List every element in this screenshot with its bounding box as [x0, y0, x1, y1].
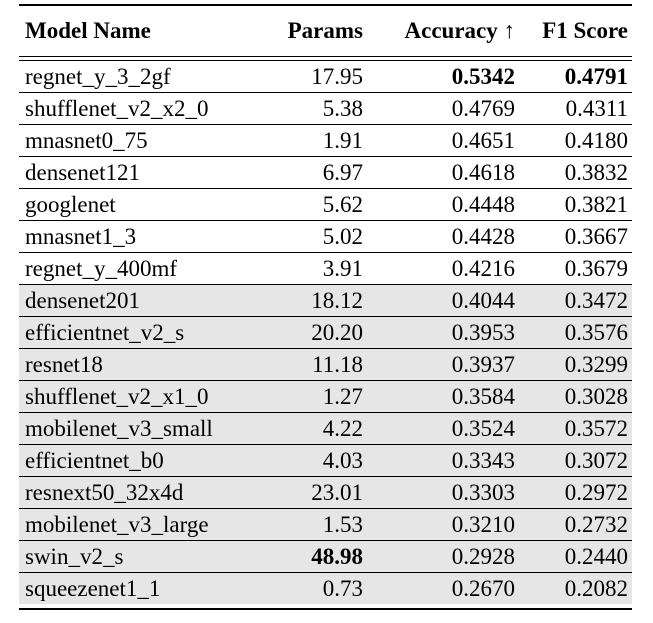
- header-rule: [19, 56, 632, 57]
- table-row: resnext50_32x4d 23.01 0.3303 0.2972: [19, 476, 632, 509]
- header-accuracy: Accuracy ↑: [404, 18, 516, 43]
- header-model-name: Model Name: [25, 18, 151, 43]
- cell-accuracy: 0.4618: [367, 156, 519, 189]
- cell-f1-score: 0.4311: [519, 92, 632, 125]
- table-row: shufflenet_v2_x1_0 1.27 0.3584 0.3028: [19, 380, 632, 413]
- cell-accuracy: 0.4044: [367, 284, 519, 317]
- table-row: densenet121 6.97 0.4618 0.3832: [19, 156, 632, 189]
- cell-f1-score: 0.2732: [519, 508, 632, 541]
- cell-accuracy: 0.2670: [367, 572, 519, 604]
- cell-f1-score: 0.3572: [519, 412, 632, 445]
- cell-f1-score: 0.3576: [519, 316, 632, 349]
- header-row: Model Name Params Accuracy ↑ F1 Score: [19, 6, 632, 56]
- cell-params: 6.97: [249, 156, 367, 189]
- cell-params: 0.73: [249, 572, 367, 604]
- table-row: efficientnet_v2_s 20.20 0.3953 0.3576: [19, 316, 632, 349]
- cell-params: 3.91: [249, 252, 367, 285]
- cell-accuracy: 0.3524: [367, 412, 519, 445]
- cell-accuracy: 0.4216: [367, 252, 519, 285]
- cell-params: 11.18: [249, 348, 367, 381]
- table-row: regnet_y_3_2gf 17.95 0.5342 0.4791: [19, 61, 632, 93]
- cell-model-name: resnet18: [19, 348, 249, 381]
- cell-f1-score: 0.3667: [519, 220, 632, 253]
- cell-accuracy: 0.2928: [367, 540, 519, 573]
- cell-model-name: efficientnet_v2_s: [19, 316, 249, 349]
- cell-model-name: mnasnet1_3: [19, 220, 249, 253]
- cell-f1-score: 0.3299: [519, 348, 632, 381]
- cell-accuracy: 0.3937: [367, 348, 519, 381]
- cell-params: 1.27: [249, 380, 367, 413]
- cell-model-name: resnext50_32x4d: [19, 476, 249, 509]
- table-header-wrap: Model Name Params Accuracy ↑ F1 Score: [19, 6, 632, 56]
- cell-f1-score: 0.3472: [519, 284, 632, 317]
- cell-f1-score: 0.3028: [519, 380, 632, 413]
- cell-f1-score: 0.3832: [519, 156, 632, 189]
- cell-params: 4.22: [249, 412, 367, 445]
- cell-params: 1.91: [249, 124, 367, 157]
- cell-f1-score: 0.3072: [519, 444, 632, 477]
- cell-f1-score: 0.4791: [564, 63, 628, 89]
- cell-params: 18.12: [249, 284, 367, 317]
- cell-model-name: densenet201: [19, 284, 249, 317]
- cell-params: 5.62: [249, 188, 367, 221]
- table-body-wrap: regnet_y_3_2gf 17.95 0.5342 0.4791 shufflene…: [19, 61, 632, 604]
- cell-model-name: efficientnet_b0: [19, 444, 249, 477]
- header-rule-second: [19, 60, 632, 61]
- table-row: efficientnet_b0 4.03 0.3343 0.3072: [19, 444, 632, 477]
- cell-model-name: shufflenet_v2_x2_0: [19, 92, 249, 125]
- cell-params: 1.53: [249, 508, 367, 541]
- cell-f1-score: 0.3679: [519, 252, 632, 285]
- table-row: mnasnet1_3 5.02 0.4428 0.3667: [19, 220, 632, 253]
- cell-model-name: mobilenet_v3_small: [19, 412, 249, 445]
- cell-accuracy: 0.4448: [367, 188, 519, 221]
- cell-params: 48.98: [249, 540, 367, 573]
- cell-accuracy: 0.3210: [367, 508, 519, 541]
- cell-model-name: shufflenet_v2_x1_0: [19, 380, 249, 413]
- table-row: regnet_y_400mf 3.91 0.4216 0.3679: [19, 252, 632, 285]
- table-row: resnet18 11.18 0.3937 0.3299: [19, 348, 632, 381]
- table-row: densenet201 18.12 0.4044 0.3472: [19, 284, 632, 317]
- cell-accuracy: 0.3343: [367, 444, 519, 477]
- cell-model-name: mobilenet_v3_large: [19, 508, 249, 541]
- table-row: googlenet 5.62 0.4448 0.3821: [19, 188, 632, 221]
- cell-model-name: regnet_y_3_2gf: [25, 63, 171, 89]
- cell-model-name: swin_v2_s: [19, 540, 249, 573]
- cell-params: 17.95: [311, 63, 363, 89]
- cell-f1-score: 0.4180: [519, 124, 632, 157]
- cell-f1-score: 0.2082: [519, 572, 632, 604]
- table-row: swin_v2_s 48.98 0.2928 0.2440: [19, 540, 632, 573]
- cell-model-name: squeezenet1_1: [19, 572, 249, 604]
- cell-accuracy: 0.3953: [367, 316, 519, 349]
- cell-params: 5.38: [249, 92, 367, 125]
- cell-f1-score: 0.2440: [519, 540, 632, 573]
- table-top-rule: [19, 4, 632, 6]
- header-f1-score: F1 Score: [542, 18, 628, 43]
- table-row: squeezenet1_1 0.73 0.2670 0.2082: [19, 572, 632, 604]
- cell-accuracy: 0.3303: [367, 476, 519, 509]
- cell-accuracy: 0.4769: [367, 92, 519, 125]
- cell-f1-score: 0.3821: [519, 188, 632, 221]
- table-header: Model Name Params Accuracy ↑ F1 Score: [19, 6, 632, 56]
- cell-model-name: mnasnet0_75: [19, 124, 249, 157]
- header-params: Params: [287, 18, 363, 43]
- table-row: shufflenet_v2_x2_0 5.38 0.4769 0.4311: [19, 92, 632, 125]
- cell-accuracy: 0.4428: [367, 220, 519, 253]
- cell-params: 20.20: [249, 316, 367, 349]
- table-row: mobilenet_v3_large 1.53 0.3210 0.2732: [19, 508, 632, 541]
- table-body: regnet_y_3_2gf 17.95 0.5342 0.4791 shufflene…: [19, 61, 632, 604]
- cell-f1-score: 0.2972: [519, 476, 632, 509]
- table-row: mobilenet_v3_small 4.22 0.3524 0.3572: [19, 412, 632, 445]
- table-row: mnasnet0_75 1.91 0.4651 0.4180: [19, 124, 632, 157]
- cell-params: 4.03: [249, 444, 367, 477]
- cell-model-name: regnet_y_400mf: [19, 252, 249, 285]
- cell-accuracy: 0.3584: [367, 380, 519, 413]
- cell-model-name: densenet121: [19, 156, 249, 189]
- cell-params: 5.02: [249, 220, 367, 253]
- cell-accuracy: 0.5342: [451, 63, 515, 89]
- cell-params: 23.01: [249, 476, 367, 509]
- table-bottom-rule: [19, 608, 632, 610]
- cell-model-name: googlenet: [19, 188, 249, 221]
- cell-accuracy: 0.4651: [367, 124, 519, 157]
